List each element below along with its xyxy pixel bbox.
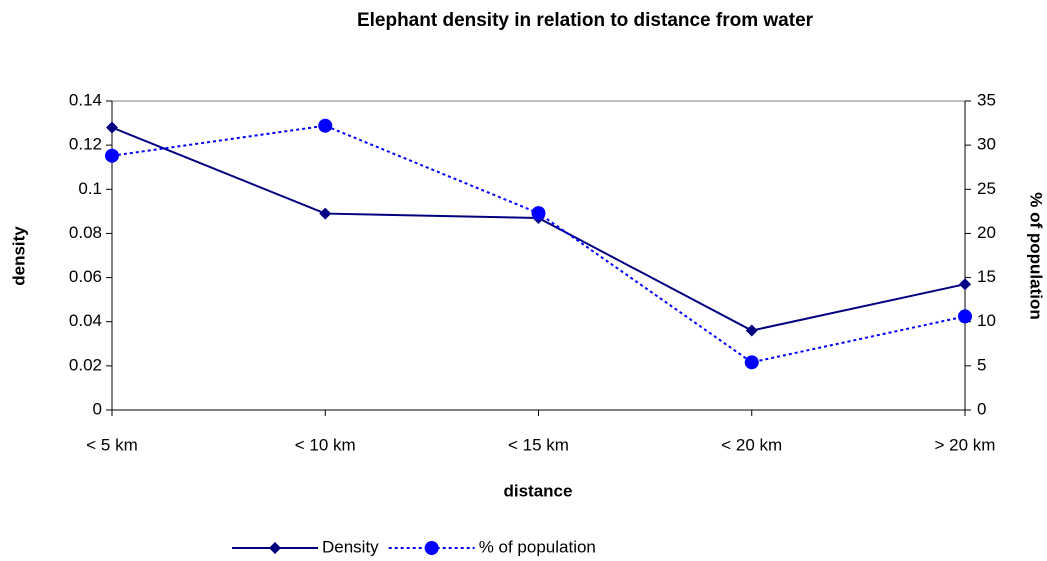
x-tick-label: > 20 km	[935, 435, 996, 454]
x-axis-title: distance	[504, 481, 573, 500]
y2-tick-label: 10	[977, 311, 996, 330]
x-tick-label: < 15 km	[508, 435, 569, 454]
y-tick-label: 0.1	[78, 179, 102, 198]
x-tick-label: < 10 km	[295, 435, 356, 454]
plot-frame	[111, 100, 966, 411]
y-tick-label: 0.02	[69, 355, 102, 374]
marker	[745, 324, 758, 337]
x-tick-label: < 20 km	[721, 435, 782, 454]
legend-label: % of population	[479, 537, 596, 556]
marker	[958, 309, 972, 324]
y-axis-title: density	[9, 226, 28, 286]
legend-label: Density	[322, 537, 379, 556]
marker	[744, 355, 759, 370]
marker	[318, 118, 333, 133]
x-tick-label: < 5 km	[86, 435, 138, 454]
y-tick-label: 0	[93, 399, 102, 418]
series-line	[111, 124, 966, 364]
series-line	[111, 126, 966, 332]
marker	[319, 207, 332, 220]
marker	[959, 278, 971, 291]
y2-tick-label: 5	[977, 355, 986, 374]
y2-tick-label: 30	[977, 135, 996, 154]
chart-title: Elephant density in relation to distance…	[357, 10, 814, 31]
legend-marker	[424, 541, 439, 555]
y-tick-label: 0.06	[69, 267, 102, 286]
y2-tick-label: 35	[977, 90, 996, 109]
y-tick-label: 0.04	[69, 311, 102, 330]
y2-tick-label: 20	[977, 223, 996, 242]
y2-tick-label: 0	[977, 399, 986, 418]
y2-tick-label: 15	[977, 267, 996, 286]
marker	[105, 148, 119, 163]
marker	[106, 121, 118, 134]
y2-axis-title: % of population	[1027, 192, 1046, 319]
y-tick-label: 0.12	[69, 135, 102, 154]
y-tick-label: 0.14	[69, 90, 102, 109]
legend-marker	[269, 542, 281, 554]
marker	[531, 206, 546, 221]
y2-tick-label: 25	[977, 179, 996, 198]
y-tick-label: 0.08	[69, 223, 102, 242]
